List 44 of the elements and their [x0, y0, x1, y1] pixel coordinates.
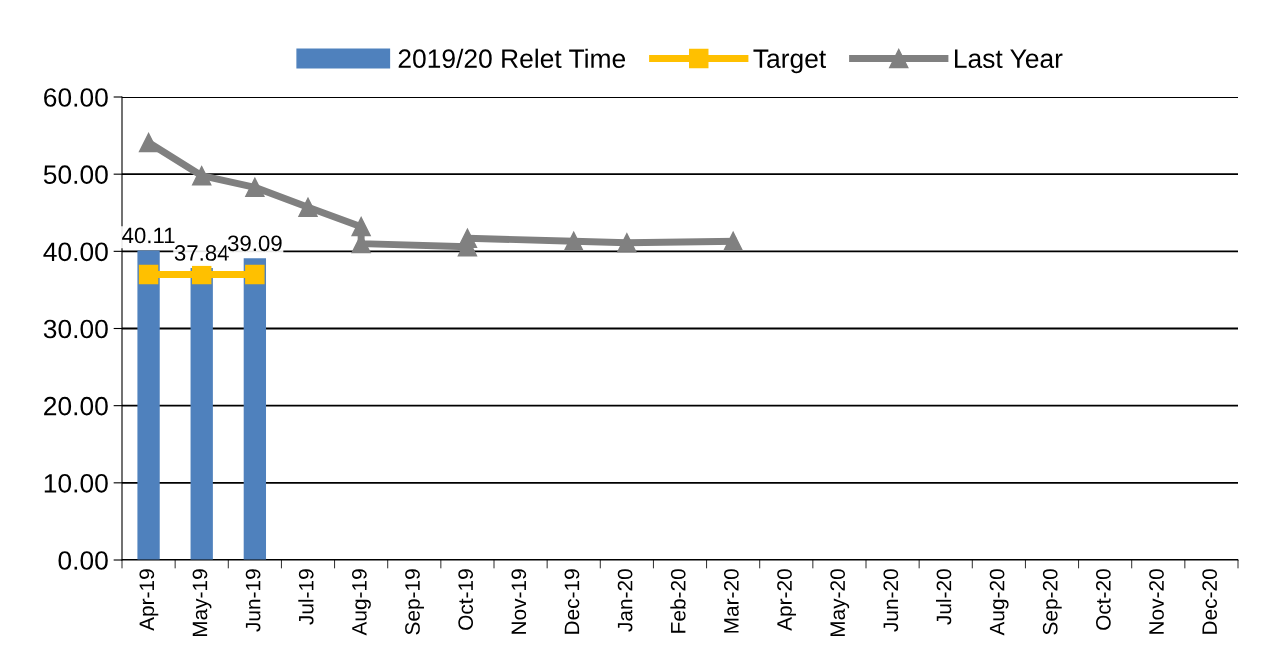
x-tick-label: Oct-19 [458, 569, 474, 630]
point [351, 216, 371, 237]
x-tick-label: Apr-20 [777, 569, 796, 631]
x-tick-label: Sep-19 [405, 569, 424, 635]
y-tick-label: 0.00 [58, 551, 108, 570]
y-tick-label: 60.00 [44, 88, 108, 107]
point [138, 132, 159, 153]
legend-label: 2019/20 Relet Time [398, 48, 626, 69]
point [298, 197, 318, 218]
y-tick-label: 20.00 [44, 396, 108, 416]
legend-label: Target [753, 49, 826, 74]
data-label: 39.09 [227, 235, 282, 252]
point [245, 264, 265, 285]
data-label: 40.11 [122, 227, 175, 244]
point [191, 264, 212, 285]
x-tick-label: Nov-20 [1149, 569, 1164, 634]
x-tick-label: Jun-20 [883, 569, 899, 632]
x-tick-label: Dec-20 [1202, 569, 1218, 634]
point [617, 233, 637, 253]
point [563, 231, 584, 252]
legend-label: Last Year [955, 49, 1063, 69]
y-tick-label: 50.00 [43, 165, 108, 184]
x-tick-label: Aug-19 [351, 569, 371, 636]
data-label: 37.84 [174, 245, 229, 261]
x-tick-label: Jan-20 [617, 569, 633, 632]
point [191, 165, 212, 186]
x-tick-label: Oct-20 [1095, 569, 1111, 630]
x-tick-label: Dec-19 [564, 569, 580, 634]
y-tick-label: 40.00 [43, 242, 108, 262]
x-tick-label: Aug-20 [989, 569, 1009, 636]
x-tick-label: Jul-20 [936, 569, 952, 625]
x-tick-label: Nov-19 [511, 569, 527, 634]
x-tick-label: Jul-19 [298, 569, 314, 625]
x-tick-label: Sep-20 [1042, 569, 1062, 635]
point [138, 264, 159, 285]
x-tick-label: Feb-20 [670, 569, 686, 633]
x-tick-label: Mar-20 [723, 569, 739, 633]
y-tick-label: 10.00 [44, 473, 108, 493]
x-tick-label: Apr-19 [139, 569, 159, 631]
point [245, 177, 265, 198]
x-tick-label: May-20 [830, 569, 850, 637]
x-tick-label: May-19 [192, 569, 212, 637]
y-tick-label: 30.00 [43, 319, 108, 339]
x-tick-label: Jun-19 [245, 569, 261, 632]
